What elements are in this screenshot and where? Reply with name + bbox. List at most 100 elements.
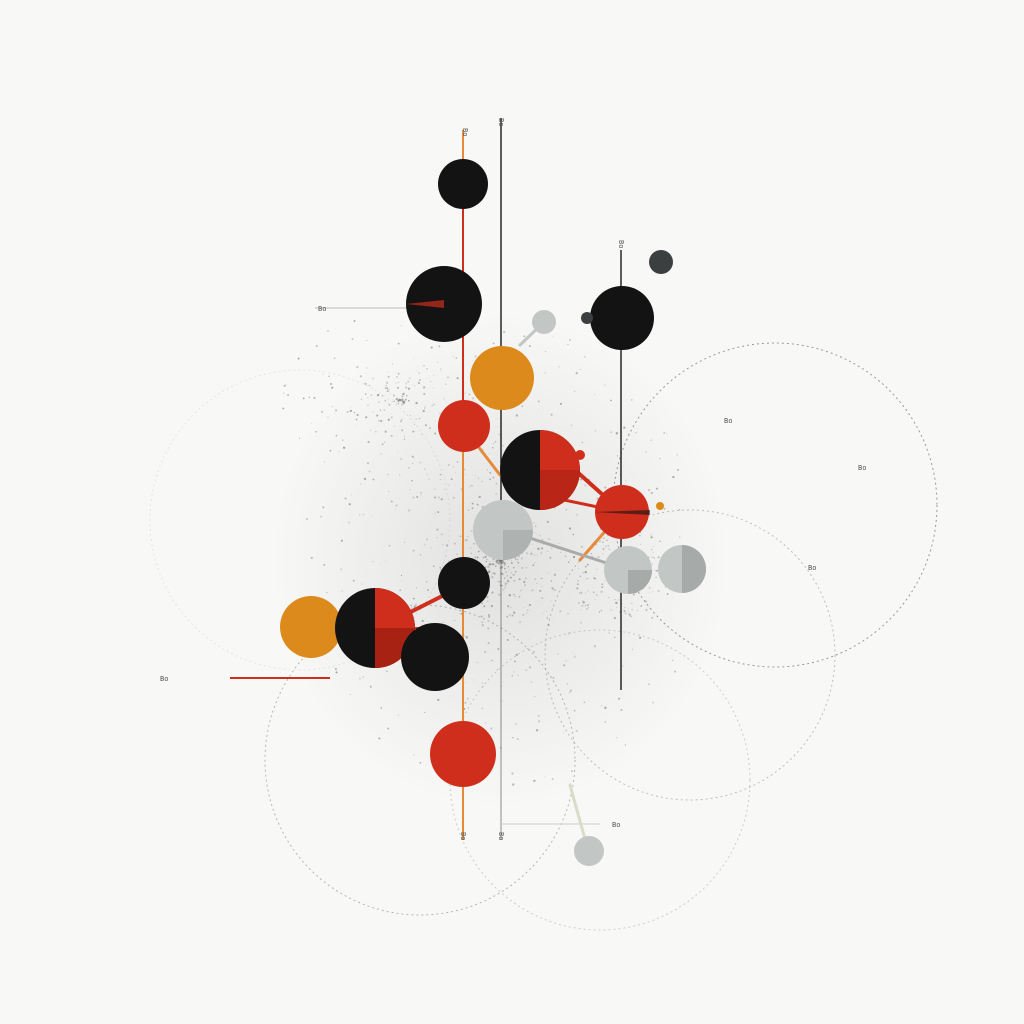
- speckle-dot: [386, 390, 389, 393]
- speckle-dot: [582, 571, 584, 574]
- speckle-dot: [532, 589, 534, 591]
- speckle-dot: [600, 705, 602, 707]
- speckle-dot: [528, 345, 531, 347]
- speckle-dot: [639, 534, 641, 537]
- speckle-dot: [370, 429, 372, 431]
- speckle-dot: [586, 607, 589, 610]
- speckle-dot: [676, 454, 679, 456]
- speckle-dot: [444, 555, 447, 558]
- speckle-dot: [408, 377, 411, 380]
- speckle-dot: [659, 457, 661, 460]
- speckle-dot: [412, 496, 415, 499]
- speckle-dot: [409, 414, 411, 417]
- speckle-dot: [329, 449, 332, 452]
- speckle-dot: [575, 729, 578, 732]
- speckle-dot: [476, 555, 479, 559]
- speckle-dot: [508, 614, 511, 616]
- speckle-dot: [513, 593, 515, 596]
- speckle-dot: [415, 603, 417, 605]
- speckle-dot: [503, 574, 505, 576]
- speckle-dot: [511, 772, 514, 775]
- speckle-dot: [480, 615, 483, 618]
- speckle-dot: [498, 433, 501, 436]
- speckle-dot: [491, 591, 494, 594]
- speckle-dot: [608, 596, 610, 598]
- speckle-dot: [362, 514, 365, 516]
- speckle-dot: [518, 578, 521, 581]
- speckle-dot: [401, 398, 404, 401]
- speckle-dot: [539, 535, 541, 537]
- speckle-dot: [514, 570, 517, 573]
- speckle-dot: [402, 429, 404, 431]
- speckle-dot: [515, 653, 518, 656]
- speckle-dot: [372, 411, 374, 413]
- speckle-dot: [430, 380, 432, 382]
- speckle-dot: [525, 552, 529, 555]
- speckle-dot: [378, 737, 381, 740]
- speckle-dot: [498, 559, 501, 561]
- speckle-dot: [397, 451, 399, 453]
- speckle-dot: [425, 424, 427, 426]
- speckle-dot: [557, 653, 559, 655]
- speckle-dot: [533, 651, 535, 653]
- speckle-dot: [353, 319, 356, 323]
- speckle-dot: [608, 548, 610, 550]
- speckle-dot: [577, 602, 581, 605]
- speckle-dot: [376, 393, 380, 397]
- speckle-dot: [523, 335, 526, 338]
- speckle-dot: [415, 587, 418, 589]
- speckle-dot: [298, 437, 301, 440]
- speckle-dot: [558, 543, 560, 544]
- speckle-dot: [484, 555, 487, 558]
- speckle-dot: [607, 544, 610, 547]
- speckle-dot: [481, 624, 484, 627]
- speckle-dot: [482, 556, 485, 559]
- speckle-dot: [368, 384, 371, 387]
- speckle-dot: [518, 555, 520, 558]
- speckle-dot: [678, 509, 681, 511]
- speckle-dot: [630, 399, 633, 401]
- speckle-dot: [524, 583, 526, 586]
- speckle-dot: [605, 545, 607, 548]
- speckle-dot: [398, 398, 401, 402]
- speckle-dot: [413, 605, 416, 608]
- speckle-dot: [502, 681, 504, 683]
- speckle-dot: [519, 589, 522, 592]
- speckle-dot: [311, 422, 313, 424]
- speckle-dot: [476, 503, 479, 506]
- speckle-dot: [495, 492, 498, 495]
- speckle-dot: [650, 439, 652, 441]
- speckle-dot: [400, 404, 403, 407]
- speckle-dot: [440, 498, 443, 501]
- speckle-dot: [430, 346, 433, 349]
- speckle-dot: [471, 502, 474, 505]
- speckle-dot: [541, 597, 544, 600]
- speckle-dot: [604, 721, 607, 723]
- speckle-dot: [287, 394, 290, 397]
- speckle-dot: [383, 441, 386, 443]
- speckle-dot: [587, 590, 589, 592]
- speckle-dot: [425, 581, 428, 583]
- speckle-dot: [570, 559, 572, 561]
- atom-orange-upper: [470, 346, 534, 410]
- speckle-dot: [507, 578, 508, 580]
- speckle-dot: [366, 462, 370, 465]
- speckle-dot: [389, 393, 391, 395]
- speckle-dot: [507, 566, 509, 568]
- speckle-dot: [674, 670, 677, 673]
- speckle-dot: [429, 427, 431, 429]
- speckle-dot: [443, 398, 445, 400]
- speckle-dot: [573, 709, 576, 712]
- speckle-dot: [487, 613, 491, 617]
- atom-split-left: [335, 588, 415, 668]
- speckle-dot: [331, 386, 334, 389]
- speckle-dot: [360, 483, 362, 485]
- speckle-dot: [516, 558, 519, 561]
- speckle-dot: [638, 636, 642, 639]
- speckle-dot: [584, 604, 587, 607]
- speckle-dot: [504, 571, 508, 574]
- speckle-dot: [399, 420, 402, 423]
- speckle-dot: [493, 443, 495, 445]
- speckle-dot: [534, 695, 536, 698]
- speckle-dot: [586, 577, 589, 579]
